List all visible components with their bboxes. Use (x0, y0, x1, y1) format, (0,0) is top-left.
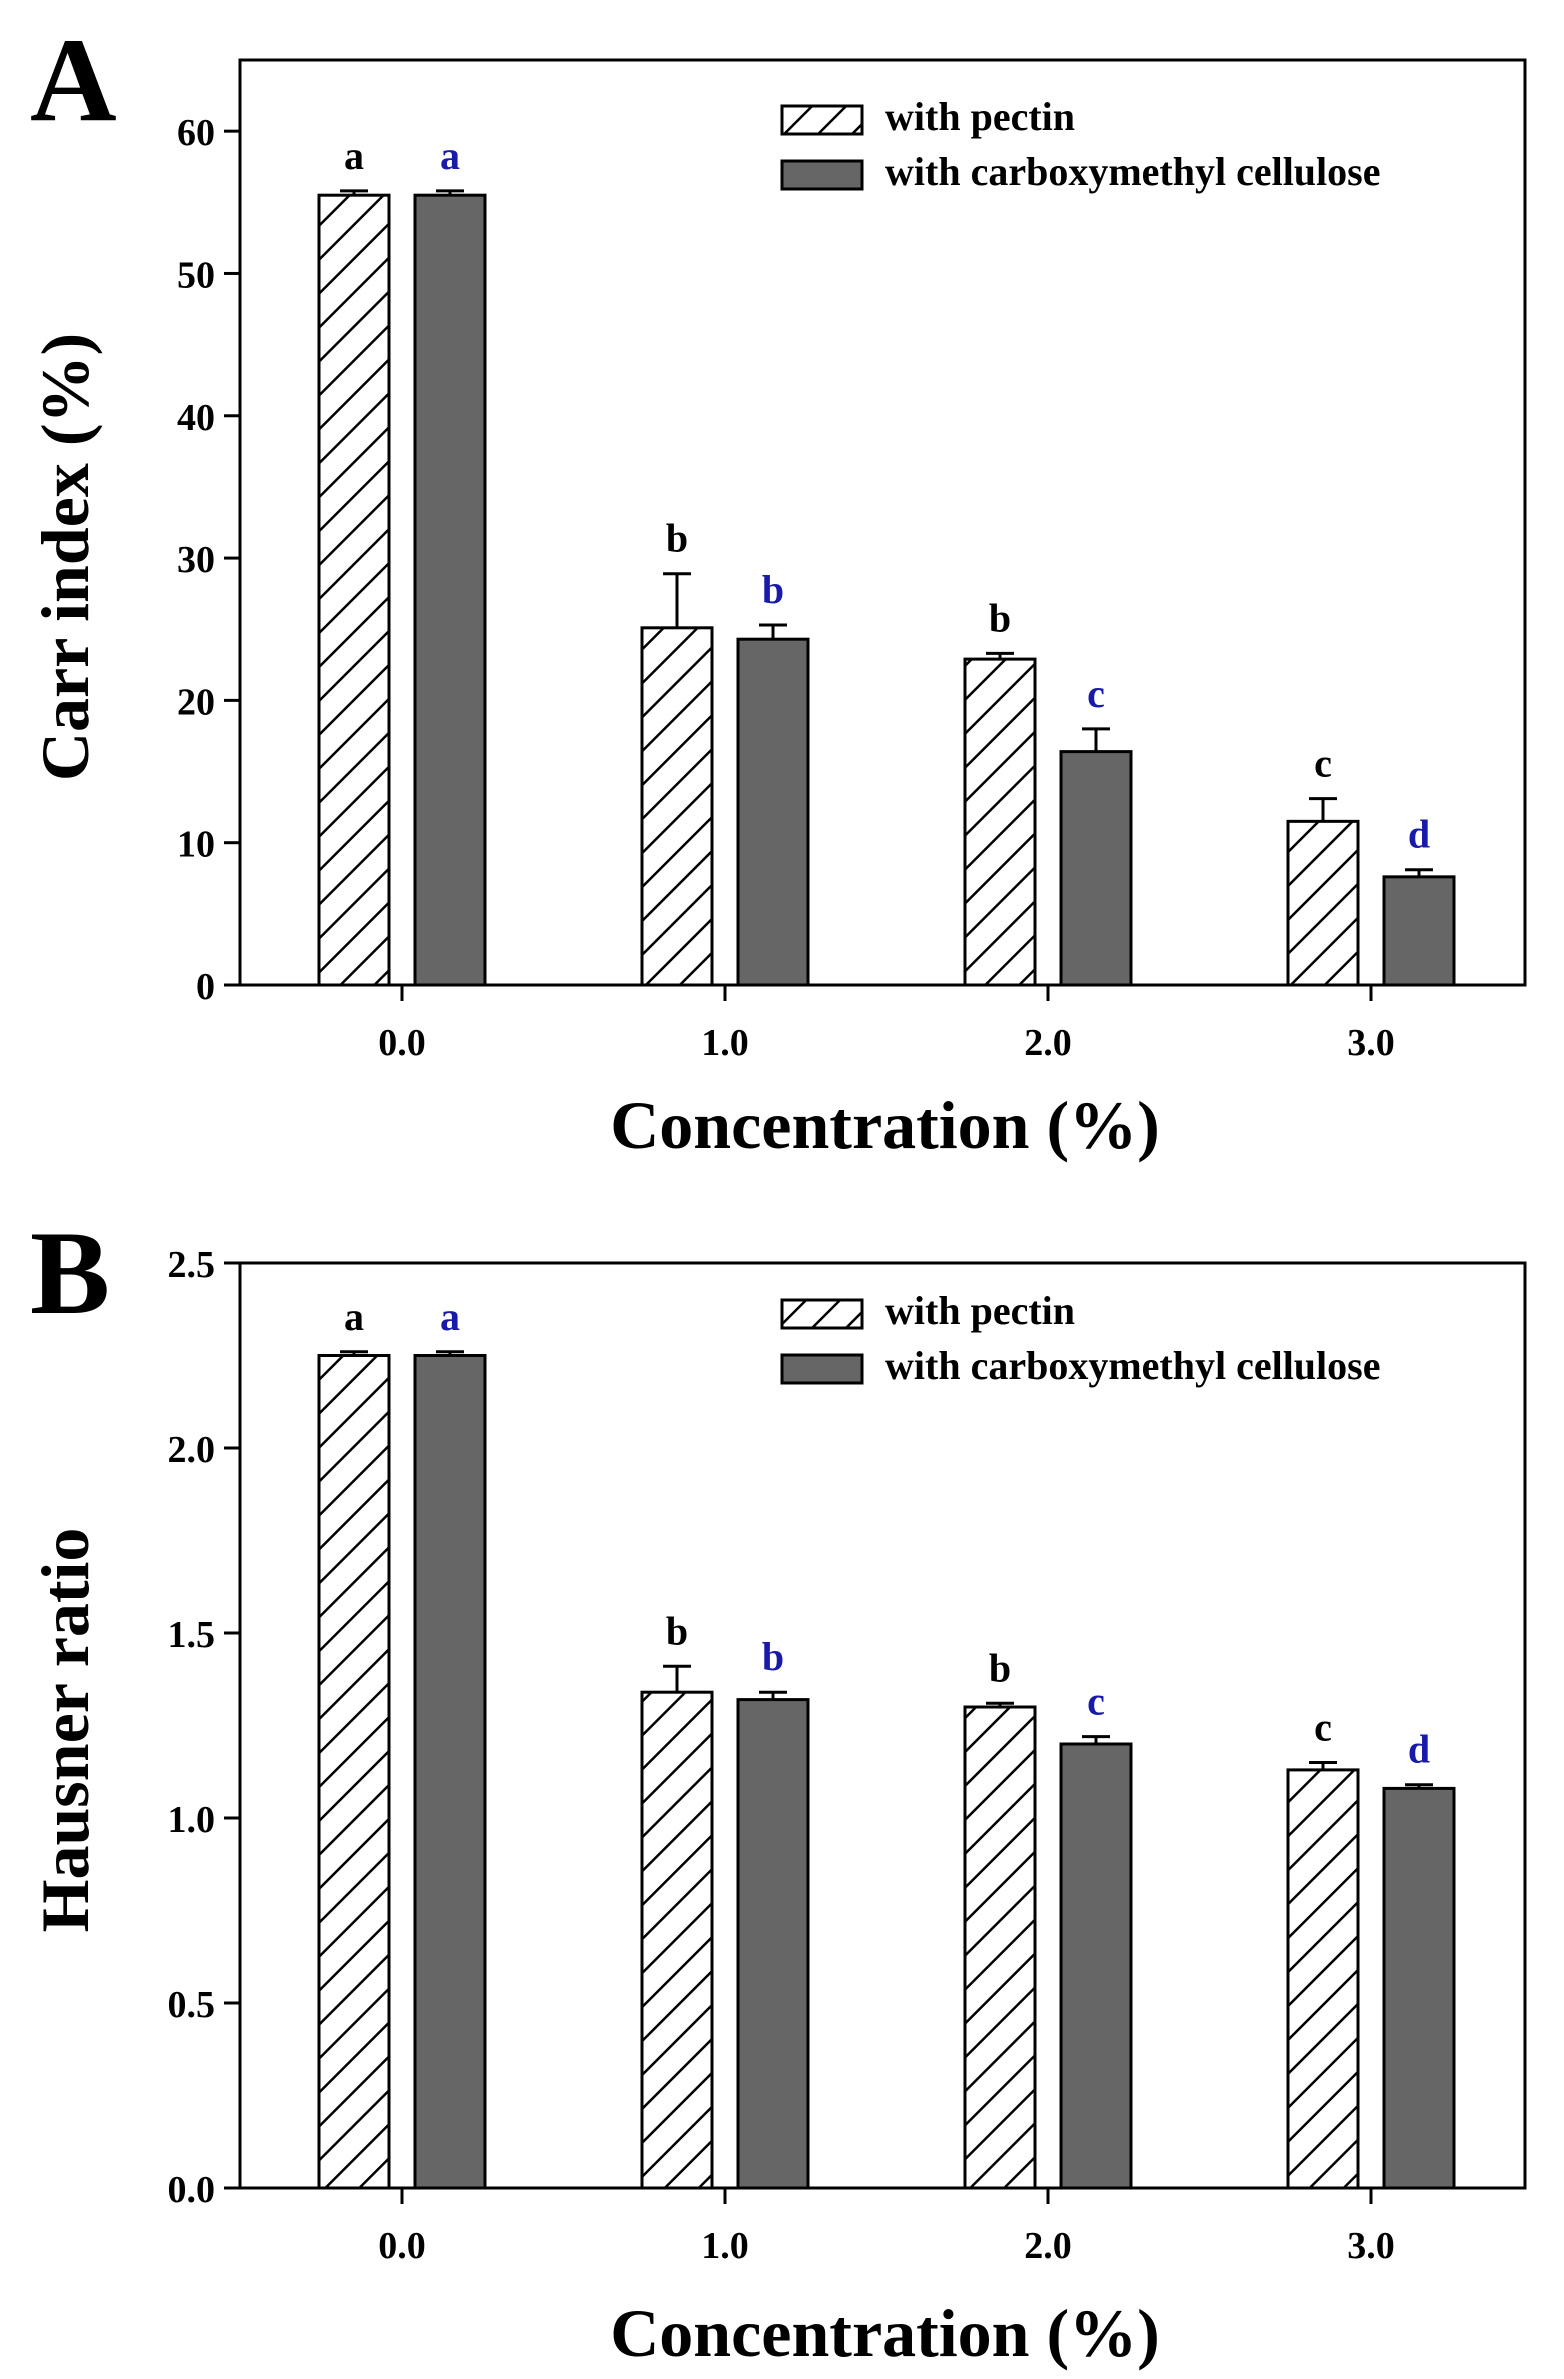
bar-pectin (1286, 1768, 1360, 2190)
plot-frame (238, 1261, 1527, 2190)
y-tick-label: 60 (177, 112, 215, 154)
bar-cmc (736, 637, 810, 987)
significance-letter: b (762, 567, 784, 612)
bar-pectin (640, 1690, 714, 2190)
y-tick-label: 0.5 (168, 1984, 216, 2026)
significance-letter: c (1314, 1705, 1332, 1750)
legend-swatch-pectin (780, 1298, 864, 1330)
bar-cmc (413, 193, 487, 987)
x-tick-label: 3.0 (1347, 1022, 1395, 1064)
bar-pectin (963, 1705, 1037, 2190)
bar-pectin (640, 626, 714, 987)
bar-cmc (1059, 750, 1133, 987)
x-tick-label: 1.0 (701, 2225, 749, 2267)
y-tick-label: 20 (177, 681, 215, 723)
legend-label-pectin: with pectin (885, 94, 1075, 139)
y-tick-label: 10 (177, 824, 215, 866)
bar-cmc (413, 1354, 487, 2190)
x-tick-label: 0.0 (378, 1022, 426, 1064)
x-tick-label: 2.0 (1024, 2225, 1072, 2267)
y-tick-label: 0 (196, 966, 215, 1008)
legend-swatch-pectin (780, 104, 864, 136)
panel-a-legend: with pectin with carboxymethyl cellulose (780, 94, 1381, 194)
x-tick-label: 3.0 (1347, 2225, 1395, 2267)
panel-b-plot-area: 0.0 0.5 1.0 1.5 2.0 2.5 0.0 a a 1.0 b b 2.0 b c 3.0 c d (168, 1244, 1527, 2267)
legend-swatch-cmc (780, 159, 864, 191)
significance-letter: c (1087, 671, 1105, 716)
significance-letter: c (1314, 741, 1332, 786)
bar-pectin (1286, 819, 1360, 987)
panel-b-x-axis-label: Concentration (%) (610, 2295, 1160, 2371)
bar-cmc (1382, 1786, 1456, 2190)
significance-letter: a (344, 133, 364, 178)
x-tick-label: 2.0 (1024, 1022, 1072, 1064)
bar-pectin (963, 657, 1037, 987)
significance-letter: b (762, 1634, 784, 1679)
legend-label-cmc: with carboxymethyl cellulose (885, 1343, 1381, 1388)
y-tick-label: 0.0 (168, 2169, 216, 2211)
y-tick-label: 30 (177, 539, 215, 581)
significance-letter: b (989, 1645, 1011, 1690)
significance-letter: b (666, 1608, 688, 1653)
panel-a-y-axis-label: Carr index (%) (27, 333, 103, 781)
significance-letter: a (344, 1294, 364, 1339)
panel-a-x-axis-label: Concentration (%) (610, 1087, 1160, 1163)
significance-letter: b (666, 516, 688, 561)
bar-pectin (317, 193, 391, 987)
x-tick-label: 0.0 (378, 2225, 426, 2267)
panel-b-legend: with pectin with carboxymethyl cellulose (780, 1288, 1381, 1388)
panel-b: B 0.0 0.5 1.0 1.5 2.0 2.5 0.0 a a 1.0 b b 2.0 b c 3.0 c d… (27, 1206, 1527, 2371)
panel-a-label: A (30, 13, 117, 146)
x-tick-label: 1.0 (701, 1022, 749, 1064)
y-tick-label: 2.5 (168, 1244, 216, 1286)
legend-label-cmc: with carboxymethyl cellulose (885, 149, 1381, 194)
significance-letter: a (440, 133, 460, 178)
significance-letter: d (1408, 812, 1430, 857)
y-tick-label: 40 (177, 397, 215, 439)
significance-letter: a (440, 1294, 460, 1339)
panel-a-plot-area: 0 10 20 30 40 50 60 0.0 a a 1.0 b b 2.0 b c 3.0 c d (177, 58, 1527, 1064)
plot-frame (238, 58, 1527, 987)
significance-letter: b (989, 595, 1011, 640)
bar-cmc (1382, 875, 1456, 987)
y-tick-label: 1.0 (168, 1799, 216, 1841)
bar-cmc (736, 1698, 810, 2190)
y-tick-label: 50 (177, 254, 215, 296)
significance-letter: d (1408, 1727, 1430, 1772)
bar-pectin (317, 1354, 391, 2190)
panel-b-y-axis-label: Hausner ratio (27, 1528, 103, 1933)
bar-cmc (1059, 1742, 1133, 2190)
panel-a: A 0 10 20 30 40 50 60 0.0 a a 1.0 b b 2.0 b c 3.0 c d Carr… (27, 13, 1527, 1163)
significance-letter: c (1087, 1679, 1105, 1724)
legend-swatch-cmc (780, 1353, 864, 1385)
y-tick-label: 2.0 (168, 1429, 216, 1471)
legend-label-pectin: with pectin (885, 1288, 1075, 1333)
y-tick-label: 1.5 (168, 1614, 216, 1656)
panel-b-label: B (30, 1206, 110, 1339)
